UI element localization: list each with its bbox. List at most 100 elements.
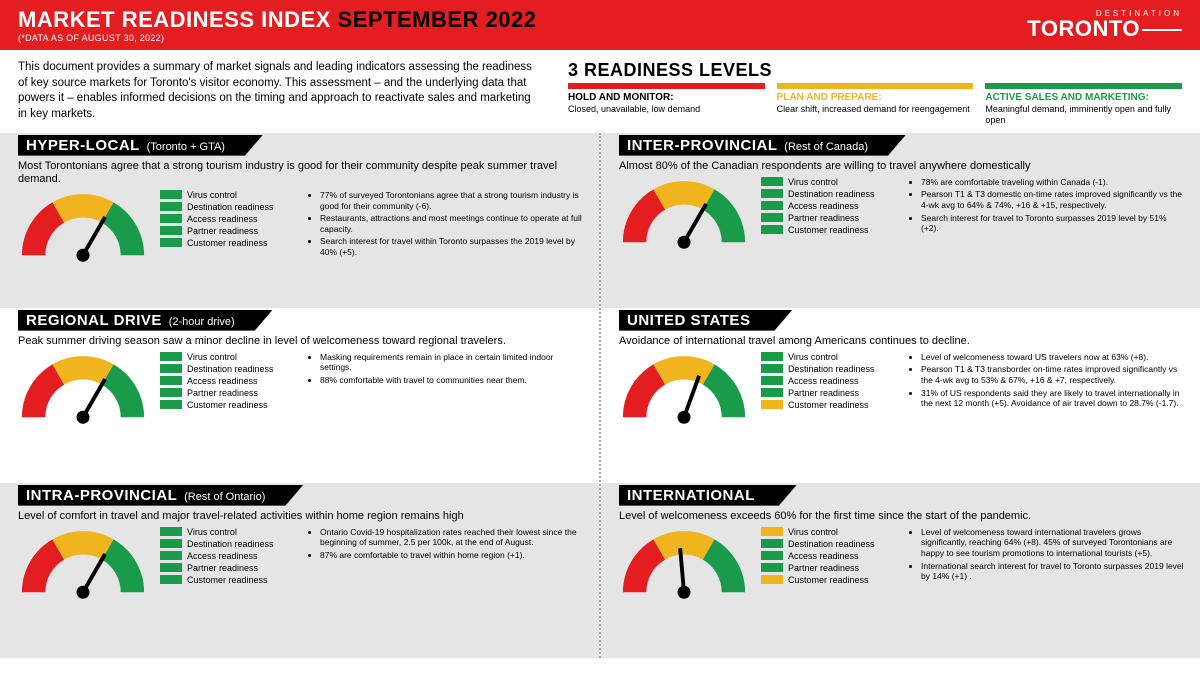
indicator-row: Virus control xyxy=(160,352,290,362)
gauge-svg xyxy=(619,527,749,599)
level-name: ACTIVE SALES AND MARKETING: xyxy=(985,92,1182,103)
intro-text: This document provides a summary of mark… xyxy=(18,60,538,126)
gauge xyxy=(18,190,148,265)
indicator-label: Virus control xyxy=(788,177,838,187)
indicator-row: Access readiness xyxy=(761,201,891,211)
gauge-svg xyxy=(18,352,148,424)
indicators: Virus control Destination readiness Acce… xyxy=(761,352,891,412)
indicators: Virus control Destination readiness Acce… xyxy=(160,352,290,412)
readiness-level: ACTIVE SALES AND MARKETING: Meaningful d… xyxy=(985,83,1182,126)
indicator-row: Customer readiness xyxy=(160,400,290,410)
markets-grid: HYPER-LOCAL (Toronto + GTA) Most Toronto… xyxy=(0,133,1200,658)
indicator-swatch xyxy=(761,527,783,536)
market-region: (Rest of Canada) xyxy=(784,141,868,153)
indicator-label: Access readiness xyxy=(788,551,859,561)
market-title-bar: UNITED STATES xyxy=(619,310,792,331)
level-name: PLAN AND PREPARE: xyxy=(777,92,974,103)
indicator-swatch xyxy=(160,190,182,199)
bullet: 31% of US respondents said they are like… xyxy=(921,388,1186,409)
bullet: Level of welcomeness toward US travelers… xyxy=(921,352,1186,363)
market-name: UNITED STATES xyxy=(627,312,750,329)
indicator-row: Destination readiness xyxy=(761,539,891,549)
indicator-label: Customer readiness xyxy=(788,575,869,585)
indicator-row: Partner readiness xyxy=(160,563,290,573)
market-title-bar: HYPER-LOCAL (Toronto + GTA) xyxy=(18,135,263,156)
indicator-label: Destination readiness xyxy=(187,202,274,212)
level-desc: Meaningful demand, imminently open and f… xyxy=(985,104,1182,126)
level-bar xyxy=(568,83,765,89)
indicator-row: Access readiness xyxy=(160,214,290,224)
indicator-swatch xyxy=(761,388,783,397)
market-name: REGIONAL DRIVE xyxy=(26,312,162,329)
bullet: Pearson T1 & T3 domestic on-time rates i… xyxy=(921,189,1186,210)
indicator-label: Destination readiness xyxy=(788,539,875,549)
logo-big: TORONTO xyxy=(1027,18,1182,40)
indicator-swatch xyxy=(160,214,182,223)
indicator-row: Partner readiness xyxy=(761,388,891,398)
readiness-levels: 3 READINESS LEVELS HOLD AND MONITOR: Clo… xyxy=(568,60,1182,126)
indicator-label: Customer readiness xyxy=(187,400,268,410)
indicator-swatch xyxy=(160,575,182,584)
indicator-swatch xyxy=(160,539,182,548)
bullet: Search interest for travel to Toronto su… xyxy=(921,213,1186,234)
indicator-label: Destination readiness xyxy=(187,364,274,374)
bullets: 78% are comfortable traveling within Can… xyxy=(903,177,1186,236)
indicator-label: Partner readiness xyxy=(187,388,258,398)
indicator-label: Access readiness xyxy=(788,201,859,211)
readiness-level: PLAN AND PREPARE: Clear shift, increased… xyxy=(777,83,974,126)
bullet: Restaurants, attractions and most meetin… xyxy=(320,213,585,234)
indicator-label: Partner readiness xyxy=(788,388,859,398)
bullet: International search interest for travel… xyxy=(921,561,1186,582)
indicator-swatch xyxy=(761,575,783,584)
market-summary: Avoidance of international travel among … xyxy=(619,335,1186,348)
bullet: 87% are comfortable to travel within hom… xyxy=(320,550,585,561)
intro-row: This document provides a summary of mark… xyxy=(0,50,1200,133)
title-prefix: MARKET READINESS INDEX xyxy=(18,7,331,32)
indicator-swatch xyxy=(160,551,182,560)
indicator-row: Destination readiness xyxy=(761,364,891,374)
indicator-label: Partner readiness xyxy=(187,226,258,236)
market-summary: Peak summer driving season saw a minor d… xyxy=(18,335,585,348)
bullets: Level of welcomeness toward internationa… xyxy=(903,527,1186,584)
indicator-swatch xyxy=(160,527,182,536)
gauge xyxy=(619,352,749,427)
indicators: Virus control Destination readiness Acce… xyxy=(160,190,290,250)
indicator-swatch xyxy=(761,189,783,198)
bullet: 77% of surveyed Torontonians agree that … xyxy=(320,190,585,211)
indicators: Virus control Destination readiness Acce… xyxy=(761,177,891,237)
indicator-swatch xyxy=(761,177,783,186)
indicator-label: Destination readiness xyxy=(187,539,274,549)
indicator-label: Virus control xyxy=(788,352,838,362)
bullet: Search interest for travel within Toront… xyxy=(320,236,585,257)
market-region: (Toronto + GTA) xyxy=(147,141,225,153)
bullet: 78% are comfortable traveling within Can… xyxy=(921,177,1186,188)
indicator-label: Access readiness xyxy=(187,551,258,561)
indicator-swatch xyxy=(160,563,182,572)
readiness-level: HOLD AND MONITOR: Closed, unavailable, l… xyxy=(568,83,765,126)
level-desc: Closed, unavailable, low demand xyxy=(568,104,765,115)
market-name: HYPER-LOCAL xyxy=(26,137,140,154)
market-region: (2-hour drive) xyxy=(169,316,235,328)
market-title-bar: INTER-PROVINCIAL (Rest of Canada) xyxy=(619,135,906,156)
market-intra-provincial: INTRA-PROVINCIAL (Rest of Ontario) Level… xyxy=(0,483,599,658)
market-hyper-local: HYPER-LOCAL (Toronto + GTA) Most Toronto… xyxy=(0,133,599,308)
indicator-label: Access readiness xyxy=(788,376,859,386)
indicator-swatch xyxy=(761,364,783,373)
indicator-swatch xyxy=(761,201,783,210)
indicator-swatch xyxy=(160,400,182,409)
left-column: HYPER-LOCAL (Toronto + GTA) Most Toronto… xyxy=(0,133,601,658)
indicator-swatch xyxy=(761,400,783,409)
market-summary: Level of comfort in travel and major tra… xyxy=(18,510,585,523)
header-title-block: MARKET READINESS INDEX SEPTEMBER 2022 (*… xyxy=(18,7,537,43)
indicator-row: Virus control xyxy=(160,527,290,537)
indicator-swatch xyxy=(160,352,182,361)
market-region: (Rest of Ontario) xyxy=(184,491,265,503)
indicator-swatch xyxy=(761,225,783,234)
indicator-label: Customer readiness xyxy=(788,400,869,410)
indicator-swatch xyxy=(761,551,783,560)
gauge xyxy=(619,177,749,252)
indicator-label: Virus control xyxy=(187,190,237,200)
indicator-row: Access readiness xyxy=(160,551,290,561)
indicator-swatch xyxy=(160,376,182,385)
market-title-bar: REGIONAL DRIVE (2-hour drive) xyxy=(18,310,273,331)
